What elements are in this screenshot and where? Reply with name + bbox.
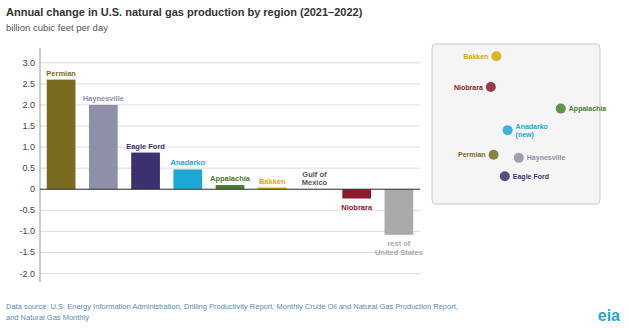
map-region	[486, 82, 496, 92]
grid-line	[40, 189, 420, 190]
chart-svg: Annual change in U.S. natural gas produc…	[0, 0, 629, 328]
bar-label-line: Anadarko	[170, 158, 205, 167]
map-region-label: Anadarko(new)	[516, 123, 548, 139]
bar-label: Niobrara	[341, 203, 373, 212]
y-tick-label: 2.5	[22, 79, 35, 89]
map-region-label-line: (new)	[516, 131, 534, 139]
map-region-label-line: Haynesville	[527, 154, 566, 162]
y-tick-label: -0.5	[19, 205, 35, 215]
map-region-label: Bakken	[463, 53, 488, 60]
bar	[47, 80, 76, 190]
title: Annual change in U.S. natural gas produc…	[6, 6, 363, 18]
bar	[342, 189, 371, 198]
footnote: Data source: U.S. Energy Information Adm…	[6, 302, 458, 311]
bar-label: Eagle Ford	[126, 142, 165, 151]
y-tick-label: 1.0	[22, 142, 35, 152]
bar	[173, 169, 202, 189]
bar-label: rest ofUnited States	[375, 239, 423, 257]
bar-label-line: Mexico	[302, 178, 328, 187]
map-region-label-line: Niobrara	[454, 84, 483, 91]
y-tick-label: 0	[30, 184, 35, 194]
bar-label-line: United States	[375, 248, 423, 257]
grid-line	[40, 273, 420, 274]
map-region	[503, 125, 513, 135]
y-tick-label: -1.0	[19, 226, 35, 236]
map-frame	[432, 44, 600, 204]
map-region-label-line: Appalachia	[569, 105, 606, 113]
map-region-label-line: Bakken	[463, 53, 488, 60]
map-region	[556, 104, 566, 114]
grid-line	[40, 252, 420, 253]
bar-label-line: Bakken	[259, 177, 286, 186]
map-region-label-line: Anadarko	[516, 123, 548, 130]
y-tick-label: -2.0	[19, 269, 35, 279]
y-tick-labels: -2.0 -1.5 -1.0 -0.5 0 0.5 1.0 1.5 2.0 2.5 3.0	[19, 58, 35, 279]
map-region-label-line: Eagle Ford	[513, 173, 549, 181]
map-region-label: Permian	[458, 151, 486, 158]
map-inset: Bakken Niobrara Anadarko(new) Appalachia Per…	[432, 44, 606, 204]
bar-label: Gulf ofMexico	[302, 170, 328, 188]
subtitle: billion cubic feet per day	[6, 22, 108, 33]
bar-label: Bakken	[259, 177, 286, 186]
map-region	[489, 150, 499, 160]
bar-label-line: Permian	[46, 69, 76, 78]
map-region-label: Niobrara	[454, 84, 483, 91]
map-region-label-line: Permian	[458, 151, 486, 158]
map-region	[514, 153, 524, 163]
grid-line	[40, 231, 420, 232]
map-region-label: Appalachia	[569, 105, 606, 113]
bar	[216, 185, 245, 189]
bar-label: Haynesville	[83, 94, 124, 103]
grid-line	[40, 83, 420, 84]
y-tick-label: 3.0	[22, 58, 35, 68]
map-region-label: Eagle Ford	[513, 173, 549, 181]
map-region	[491, 51, 501, 61]
bar	[131, 153, 160, 190]
bar-label-line: Haynesville	[83, 94, 124, 103]
bar-label: Appalachia	[210, 174, 251, 183]
y-tick-label: 2.0	[22, 100, 35, 110]
y-axis-line	[40, 48, 41, 282]
footnote: and Natural Gas Monthly	[6, 313, 89, 322]
bar-label: Anadarko	[170, 158, 205, 167]
map-region	[500, 171, 510, 181]
bars	[47, 80, 413, 235]
grid	[40, 63, 420, 274]
y-tick-label: 1.5	[22, 121, 35, 131]
chart-container: Annual change in U.S. natural gas produc…	[0, 0, 629, 328]
bar	[385, 189, 414, 235]
y-tick-label: -1.5	[19, 247, 35, 257]
y-tick-label: 0.5	[22, 163, 35, 173]
grid-line	[40, 62, 420, 63]
bar-label: Permian	[46, 69, 76, 78]
bar	[89, 105, 118, 189]
bar-label-line: Eagle Ford	[126, 142, 165, 151]
bar-label-line: Niobrara	[341, 203, 373, 212]
map-region-label: Haynesville	[527, 154, 566, 162]
bar-labels: Permian Haynesville Eagle Ford Anadarko Appa…	[46, 69, 423, 257]
zero-line	[40, 189, 420, 190]
bar-label-line: Appalachia	[210, 174, 251, 183]
logo: eia	[598, 307, 620, 324]
